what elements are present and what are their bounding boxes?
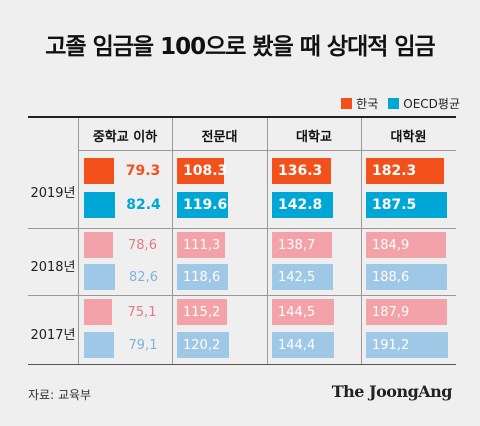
bar-2017-korea-junior-college	[177, 299, 227, 325]
bar-2018-oecd-graduate	[366, 264, 447, 290]
cell-2017-oecd-graduate: 191,2	[366, 332, 452, 358]
value-label-2018-korea-university: 138,7	[278, 237, 316, 253]
column-header-university: 대학교	[296, 130, 332, 145]
bar-2018-korea-middle-school	[84, 232, 113, 258]
value-label-2019-oecd-middle-school: 82.4	[126, 197, 161, 213]
bar-2018-oecd-university	[272, 264, 333, 290]
cell-2019-korea-graduate: 182.3	[366, 158, 452, 184]
cell-2018-oecd-graduate: 188,6	[366, 264, 452, 290]
value-label-2018-oecd-university: 142,5	[278, 269, 316, 285]
bar-2019-oecd-junior-college	[177, 192, 228, 218]
bar-2017-korea-university	[272, 299, 334, 325]
legend-item-oecd: OECD평균	[388, 95, 460, 112]
value-label-2017-korea-graduate: 187,9	[372, 304, 410, 320]
value-label-2019-oecd-junior-college: 119.6	[183, 197, 228, 213]
value-label-2018-oecd-junior-college: 118,6	[183, 269, 221, 285]
value-label-2017-oecd-junior-college: 120,2	[183, 337, 221, 353]
value-label-2019-oecd-university: 142.8	[278, 197, 323, 213]
bar-2018-korea-university	[272, 232, 332, 258]
cell-2017-korea-graduate: 187,9	[366, 299, 452, 325]
bar-2019-oecd-graduate	[366, 192, 447, 218]
value-label-2017-oecd-middle-school: 79,1	[128, 337, 158, 353]
cell-2019-oecd-graduate: 187.5	[366, 192, 452, 218]
value-label-2018-oecd-graduate: 188,6	[372, 269, 410, 285]
bar-2017-oecd-graduate	[366, 332, 448, 358]
row-year-2018: 2018년	[30, 260, 76, 275]
column-header-graduate: 대학원	[390, 130, 427, 145]
column-header-middle-school: 중학교 이하	[92, 130, 158, 145]
row-divider-2017	[28, 295, 456, 296]
cell-2019-oecd-university: 142.8	[272, 192, 358, 218]
source-note: 자료: 교육부	[28, 388, 92, 402]
bar-2019-korea-middle-school	[84, 158, 114, 184]
bar-2019-oecd-middle-school	[84, 192, 115, 218]
cell-2019-oecd-junior-college: 119.6	[177, 192, 263, 218]
cell-2018-korea-graduate: 184,9	[366, 232, 452, 258]
value-label-2018-korea-graduate: 184,9	[372, 237, 410, 253]
value-label-2018-korea-middle-school: 78,6	[128, 237, 157, 253]
row-year-2019: 2019년	[30, 186, 76, 201]
value-label-2018-oecd-middle-school: 82,6	[129, 269, 158, 285]
legend-item-korea: 한국	[341, 95, 378, 112]
cell-2017-korea-junior-college: 115,2	[177, 299, 263, 325]
cell-2017-korea-university: 144,5	[272, 299, 358, 325]
bar-2019-oecd-university	[272, 192, 333, 218]
legend-label-korea: 한국	[356, 97, 379, 111]
value-label-2017-korea-middle-school: 75,1	[127, 304, 157, 320]
legend-swatch-oecd	[388, 98, 400, 109]
bar-2017-oecd-middle-school	[84, 332, 114, 358]
bar-2017-oecd-university	[272, 332, 334, 358]
legend-swatch-korea	[341, 98, 353, 109]
value-label-2019-korea-graduate: 182.3	[372, 163, 417, 179]
bar-2019-korea-graduate	[366, 158, 444, 184]
value-label-2019-korea-university: 136.3	[278, 163, 323, 179]
brand-logo: The JoongAng	[331, 382, 453, 401]
bar-2017-oecd-junior-college	[177, 332, 229, 358]
row-year-2017: 2017년	[30, 328, 76, 343]
bar-2018-korea-junior-college	[177, 232, 225, 258]
bar-2019-korea-junior-college	[177, 158, 224, 184]
cell-2018-oecd-junior-college: 118,6	[177, 264, 263, 290]
value-label-2017-korea-junior-college: 115,2	[183, 304, 221, 320]
value-label-2019-oecd-graduate: 187.5	[372, 197, 417, 213]
bar-2018-korea-graduate	[366, 232, 446, 258]
bar-2019-korea-university	[272, 158, 331, 184]
bar-2018-oecd-junior-college	[177, 264, 228, 290]
column-header-junior-college: 전문대	[201, 130, 238, 145]
cell-2019-korea-university: 136.3	[272, 158, 358, 184]
bar-2018-oecd-middle-school	[84, 264, 115, 290]
cell-2019-korea-junior-college: 108.3	[177, 158, 263, 184]
legend: 한국 OECD평균	[341, 95, 460, 112]
value-label-2019-korea-junior-college: 108.3	[183, 163, 228, 179]
chart-title: 고졸 임금을 100으로 봤을 때 상대적 임금	[45, 34, 435, 60]
legend-label-oecd: OECD평균	[403, 97, 460, 111]
cell-2018-oecd-university: 142,5	[272, 264, 358, 290]
cell-2018-korea-university: 138,7	[272, 232, 358, 258]
cell-2017-oecd-junior-college: 120,2	[177, 332, 263, 358]
row-divider-2018	[28, 228, 456, 229]
column-divider-4	[361, 118, 362, 364]
column-divider-1	[78, 118, 79, 364]
cell-2017-oecd-university: 144,4	[272, 332, 358, 358]
value-label-2017-korea-university: 144,5	[278, 304, 316, 320]
value-label-2017-oecd-graduate: 191,2	[372, 337, 410, 353]
value-label-2017-oecd-university: 144,4	[278, 337, 316, 353]
cell-2018-korea-junior-college: 111,3	[177, 232, 263, 258]
bar-2017-korea-graduate	[366, 299, 447, 325]
value-label-2018-korea-junior-college: 111,3	[183, 237, 221, 253]
bar-2017-korea-middle-school	[84, 299, 112, 325]
value-label-2019-korea-middle-school: 79.3	[125, 163, 161, 179]
column-divider-3	[267, 118, 268, 364]
table-bottom-border	[28, 364, 456, 365]
column-divider-2	[172, 118, 173, 364]
table-top-border	[28, 116, 456, 118]
